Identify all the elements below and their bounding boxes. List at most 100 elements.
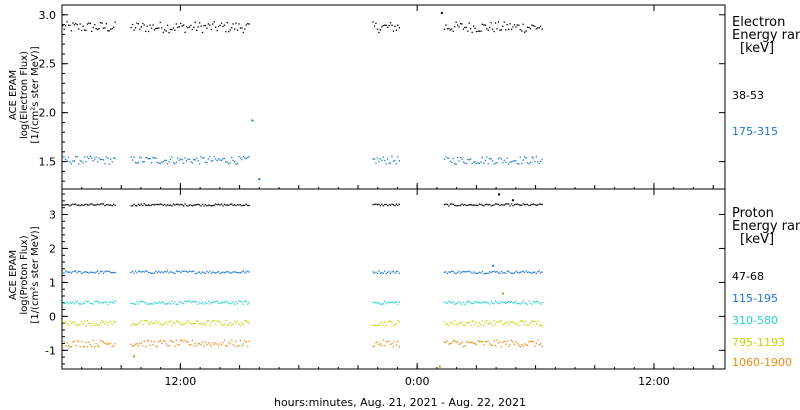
- electron-point-175-315: [101, 158, 103, 160]
- electron-point-175-315: [152, 157, 154, 159]
- proton-point-310-580: [80, 303, 83, 305]
- proton-point-795-1193: [525, 320, 527, 322]
- proton-point-310-580: [540, 303, 542, 305]
- proton-point-1060-1900: [538, 344, 540, 346]
- electron-point-175-315: [75, 156, 77, 158]
- proton-point-1060-1900: [201, 341, 204, 343]
- proton-point-47-68: [512, 205, 514, 207]
- proton-point-115-195: [509, 272, 511, 274]
- proton-point-795-1193: [515, 324, 517, 326]
- proton-point-115-195: [454, 272, 456, 274]
- proton-point-310-580: [171, 300, 173, 303]
- proton-point-47-68: [483, 205, 485, 207]
- proton-point-115-195: [156, 272, 158, 274]
- proton-point-795-1193: [72, 321, 74, 324]
- electron-point-38-53: [446, 28, 449, 30]
- proton-point-115-195: [385, 272, 387, 275]
- proton-point-1060-1900: [244, 340, 246, 342]
- proton-point-310-580: [541, 301, 543, 304]
- proton-point-310-580: [155, 302, 157, 304]
- proton-point-310-580: [72, 301, 74, 303]
- proton-point-795-1193: [379, 322, 381, 325]
- proton-point-795-1193: [196, 320, 198, 322]
- proton-point-115-195: [83, 271, 86, 273]
- electron-point-175-315: [509, 161, 511, 163]
- proton-point-115-195: [91, 271, 93, 273]
- proton-point-310-580: [467, 300, 469, 302]
- electron-point-38-53: [524, 31, 526, 33]
- electron-point-38-53: [149, 24, 151, 26]
- proton-point-47-68: [136, 205, 138, 207]
- proton-point-310-580: [500, 301, 502, 303]
- proton-point-1060-1900: [187, 341, 189, 343]
- electron-point-175-315: [529, 161, 532, 164]
- proton-legend-47-68: 47-68: [732, 270, 764, 283]
- proton-point-310-580: [381, 303, 383, 305]
- electron-point-175-315: [217, 158, 220, 160]
- proton-point-115-195: [521, 271, 523, 273]
- proton-point-115-195: [152, 272, 154, 274]
- proton-point-1060-1900: [69, 346, 71, 348]
- electron-point-175-315: [531, 156, 533, 158]
- proton-point-47-68: [133, 203, 135, 205]
- electron-point-175-315: [88, 157, 90, 160]
- electron-point-175-315: [204, 161, 207, 163]
- electron-point-175-315: [64, 158, 67, 160]
- proton-point-795-1193: [178, 322, 180, 324]
- proton-point-795-1193: [481, 320, 483, 322]
- proton-point-115-195: [234, 271, 236, 273]
- electron-legend-title-line1: Electron: [732, 15, 785, 30]
- proton-point-1060-1900: [524, 343, 526, 345]
- proton-point-1060-1900: [92, 339, 94, 342]
- proton-point-115-195: [82, 272, 84, 274]
- proton-point-1060-1900: [133, 344, 135, 347]
- proton-point-795-1193: [207, 320, 209, 322]
- proton-point-47-68: [467, 204, 469, 206]
- proton-point-310-580: [512, 302, 514, 304]
- proton-point-1060-1900: [164, 340, 166, 342]
- proton-point-795-1193: [215, 323, 217, 325]
- proton-point-47-68: [535, 204, 537, 206]
- proton-point-1060-1900: [139, 343, 141, 345]
- electron-point-175-315: [169, 158, 172, 160]
- proton-point-115-195: [183, 270, 185, 272]
- proton-point-795-1193: [79, 323, 81, 326]
- electron-point-175-315: [519, 156, 521, 158]
- electron-point-175-315: [113, 157, 115, 159]
- proton-point-47-68: [446, 203, 449, 206]
- proton-y-ticks: -1 0 1 2 3: [45, 193, 725, 365]
- proton-point-47-68: [384, 203, 386, 206]
- proton-point-795-1193: [153, 322, 156, 324]
- proton-point-1060-1900: [541, 345, 543, 348]
- proton-point-310-580: [132, 302, 134, 305]
- electron-point-38-53: [193, 26, 195, 28]
- proton-point-115-195: [111, 272, 113, 274]
- proton-point-47-68: [486, 203, 488, 205]
- electron-ylabel-line1: ACE EPAM: [8, 70, 19, 120]
- proton-point-1060-1900: [142, 345, 144, 347]
- proton-point-1060-1900: [184, 339, 186, 341]
- proton-point-1060-1900: [497, 342, 500, 344]
- proton-point-310-580: [69, 301, 71, 304]
- proton-point-115-195: [139, 270, 141, 273]
- proton-point-1060-1900: [452, 340, 454, 342]
- proton-point-795-1193: [387, 321, 389, 324]
- proton-point-795-1193: [92, 322, 94, 324]
- proton-point-1060-1900: [525, 344, 527, 346]
- electron-point-38-53: [503, 21, 505, 23]
- proton-point-795-1193: [382, 324, 384, 326]
- electron-point-175-315: [502, 161, 504, 164]
- proton-point-1060-1900: [474, 343, 476, 345]
- proton-point-1060-1900: [91, 345, 93, 348]
- proton-point-47-68: [478, 203, 481, 205]
- proton-point-115-195: [518, 272, 520, 274]
- electron-point-38-53: [217, 25, 220, 28]
- proton-point-795-1193: [63, 322, 65, 324]
- proton-point-115-195: [197, 271, 199, 273]
- proton-point-795-1193: [177, 320, 179, 322]
- proton-point-47-68: [190, 204, 192, 206]
- proton-point-310-580: [92, 303, 94, 305]
- proton-point-795-1193: [394, 323, 396, 326]
- electron-point-175-315: [381, 159, 383, 161]
- proton-point-1060-1900: [372, 345, 374, 348]
